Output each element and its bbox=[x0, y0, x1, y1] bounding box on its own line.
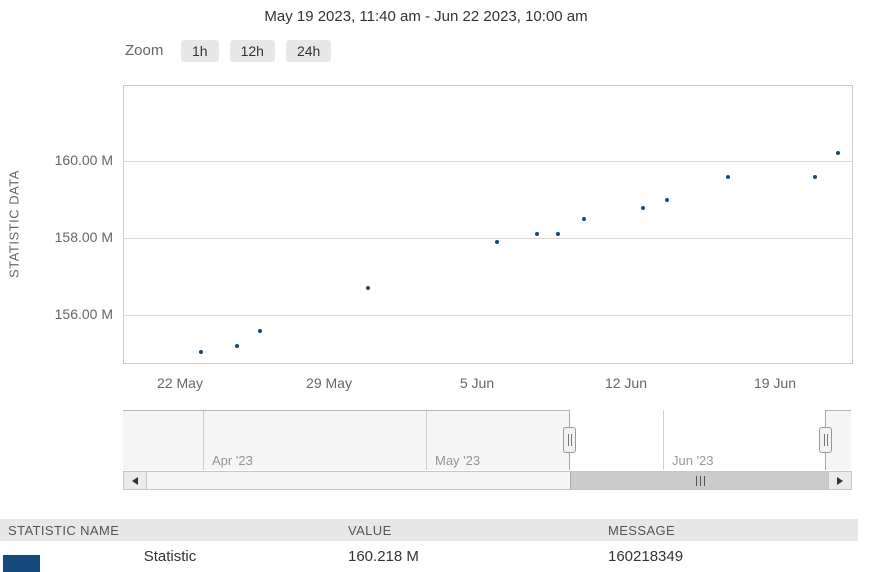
statistic-name: Statistic bbox=[143, 548, 197, 565]
statistic-value: 160.218 M bbox=[348, 548, 419, 565]
data-point[interactable] bbox=[535, 232, 539, 236]
data-point[interactable] bbox=[726, 175, 730, 179]
x-axis-label: 5 Jun bbox=[459, 375, 495, 391]
data-point[interactable] bbox=[235, 344, 239, 348]
legend-swatch bbox=[3, 555, 40, 572]
data-point[interactable] bbox=[556, 232, 560, 236]
data-point[interactable] bbox=[836, 151, 840, 155]
scrollbar[interactable] bbox=[123, 471, 852, 490]
data-point[interactable] bbox=[258, 329, 262, 333]
y-axis-label: 156.00 M bbox=[54, 306, 113, 322]
table-row: Statistic 160.218 M 160218349 bbox=[0, 541, 858, 572]
y-gridline bbox=[123, 315, 852, 316]
scrollbar-left-button[interactable] bbox=[124, 472, 147, 489]
navigator-month-gridline bbox=[426, 410, 427, 470]
data-point[interactable] bbox=[366, 286, 370, 290]
statistic-name-cell: Statistic bbox=[0, 548, 340, 572]
statistic-message: 160218349 bbox=[608, 548, 684, 565]
left-arrow-icon bbox=[132, 476, 138, 485]
navigator-right-handle[interactable] bbox=[819, 427, 832, 453]
navigator[interactable]: Apr '23 May '23 Jun '23 bbox=[123, 410, 852, 470]
x-axis-label: 12 Jun bbox=[604, 375, 648, 391]
y-gridline bbox=[123, 238, 852, 239]
data-point[interactable] bbox=[665, 198, 669, 202]
navigator-month-gridline bbox=[663, 410, 664, 470]
table-header-value: VALUE bbox=[348, 522, 392, 538]
data-point[interactable] bbox=[813, 175, 817, 179]
navigator-left-handle[interactable] bbox=[563, 427, 576, 453]
y-axis-label: 160.00 M bbox=[54, 152, 113, 168]
navigator-mask-left[interactable] bbox=[123, 410, 569, 470]
navigator-month-label: Apr '23 bbox=[212, 453, 253, 468]
zoom-24h-button[interactable]: 24h bbox=[285, 40, 332, 62]
scrollbar-right-button[interactable] bbox=[828, 472, 851, 489]
zoom-1h-button[interactable]: 1h bbox=[181, 40, 219, 62]
grip-icon bbox=[695, 475, 697, 486]
zoom-button-group: 1h 12h 24h bbox=[181, 40, 332, 62]
data-point[interactable] bbox=[199, 350, 203, 354]
data-point[interactable] bbox=[582, 217, 586, 221]
data-point[interactable] bbox=[495, 240, 499, 244]
navigator-month-label: Jun '23 bbox=[672, 453, 714, 468]
plot-area[interactable] bbox=[123, 85, 853, 364]
zoom-12h-button[interactable]: 12h bbox=[229, 40, 275, 62]
scrollbar-thumb[interactable] bbox=[570, 472, 830, 489]
y-axis-title: STATISTIC DATA bbox=[6, 170, 22, 278]
table-header-row: STATISTIC NAME VALUE MESSAGE bbox=[0, 519, 858, 541]
zoom-label: Zoom bbox=[125, 42, 164, 59]
navigator-month-gridline bbox=[203, 410, 204, 470]
table-header-statistic-name: STATISTIC NAME bbox=[8, 522, 120, 538]
x-axis-label: 19 Jun bbox=[753, 375, 797, 391]
data-point[interactable] bbox=[641, 206, 645, 210]
x-axis-label: 29 May bbox=[306, 375, 352, 391]
y-gridline bbox=[123, 161, 852, 162]
y-axis-label: 158.00 M bbox=[54, 229, 113, 245]
grip-icon bbox=[699, 475, 701, 486]
right-arrow-icon bbox=[837, 476, 843, 485]
chart-title: May 19 2023, 11:40 am - Jun 22 2023, 10:… bbox=[264, 8, 588, 25]
navigator-month-label: May '23 bbox=[435, 453, 481, 468]
grip-icon bbox=[703, 475, 705, 486]
x-axis-label: 22 May bbox=[157, 375, 203, 391]
table-header-message: MESSAGE bbox=[608, 522, 676, 538]
